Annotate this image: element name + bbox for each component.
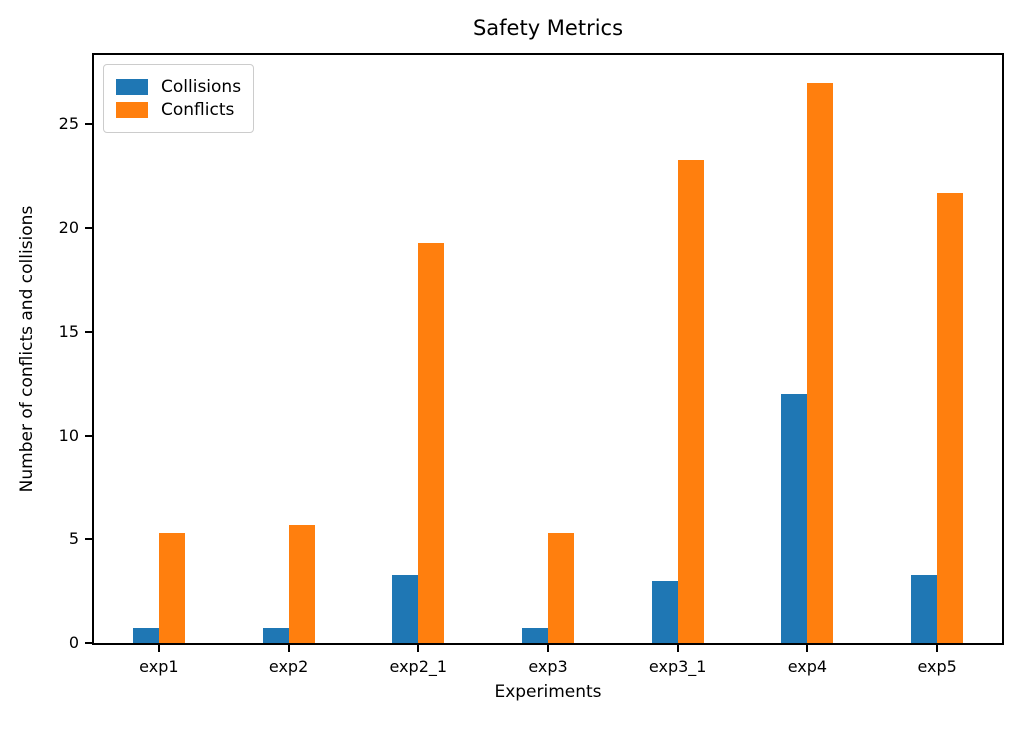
y-tick-mark <box>85 330 92 333</box>
y-tick-mark <box>85 538 92 541</box>
bar-conflicts-exp5 <box>937 193 963 643</box>
x-tick-mark <box>417 645 420 652</box>
y-tick-mark <box>85 227 92 230</box>
x-tick-label: exp2 <box>268 657 309 676</box>
bar-conflicts-exp1 <box>159 533 185 643</box>
x-tick-mark <box>806 645 809 652</box>
bar-collisions-exp3 <box>522 628 548 643</box>
x-tick-label: exp2_1 <box>389 657 448 676</box>
bar-conflicts-exp2_1 <box>418 243 444 643</box>
y-tick-mark <box>85 642 92 644</box>
bar-collisions-exp3_1 <box>652 581 678 643</box>
legend-label: Collisions <box>161 77 242 97</box>
bar-collisions-exp5 <box>911 575 937 643</box>
legend-item-conflicts: Conflicts <box>116 100 241 120</box>
bar-conflicts-exp2 <box>289 525 315 643</box>
x-tick-mark <box>157 645 160 652</box>
x-tick-mark <box>936 645 939 652</box>
x-tick-label: exp5 <box>917 657 957 676</box>
x-tick-label: exp3_1 <box>648 657 707 676</box>
y-tick-label: 15 <box>58 321 79 341</box>
y-tick-mark <box>85 123 92 126</box>
x-tick-label: exp4 <box>787 657 828 676</box>
y-tick-mark <box>85 434 92 437</box>
x-tick-mark <box>676 645 679 652</box>
y-tick-label: 20 <box>58 218 79 238</box>
bar-conflicts-exp3 <box>548 533 574 643</box>
y-tick-label: 5 <box>68 529 79 549</box>
bar-collisions-exp2_1 <box>392 575 418 643</box>
y-tick-label: 10 <box>58 425 79 445</box>
plot-area: Collisions Conflicts <box>92 53 1004 645</box>
y-tick-label: 0 <box>68 633 79 652</box>
bar-conflicts-exp4 <box>807 83 833 643</box>
y-tick-label: 25 <box>58 114 79 134</box>
bar-conflicts-exp3_1 <box>678 160 704 643</box>
x-tick-mark <box>287 645 290 652</box>
legend-swatch-conflicts-icon <box>116 102 148 118</box>
x-axis-label: Experiments <box>494 682 602 702</box>
legend-swatch-collisions-icon <box>116 79 148 95</box>
y-axis-label: Number of conflicts and collisions <box>17 205 37 493</box>
legend-label: Conflicts <box>161 100 235 120</box>
x-tick-label: exp3 <box>528 657 568 676</box>
bar-collisions-exp1 <box>133 628 159 643</box>
bar-collisions-exp2 <box>263 628 289 643</box>
legend: Collisions Conflicts <box>103 64 255 133</box>
x-tick-mark <box>547 645 549 652</box>
bar-collisions-exp4 <box>781 394 807 643</box>
legend-item-collisions: Collisions <box>116 77 241 97</box>
chart-title: Safety Metrics <box>472 16 624 40</box>
x-tick-label: exp1 <box>139 657 179 676</box>
